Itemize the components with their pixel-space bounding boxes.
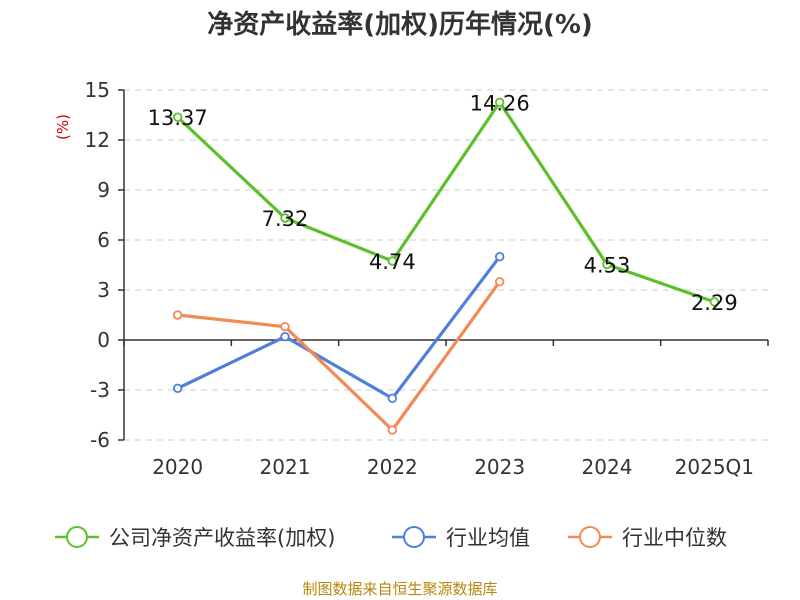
series-point: [387, 425, 398, 435]
series-layer: [172, 97, 720, 435]
data-label: 13.37: [148, 106, 208, 130]
data-label: 14.26: [470, 91, 530, 115]
series-point: [172, 310, 183, 320]
legend-label: 行业中位数: [622, 526, 727, 550]
series-point: [280, 331, 290, 342]
legend-label: 公司净资产收益率(加权): [109, 526, 335, 550]
series-line: [176, 280, 502, 432]
legend-label: 行业均值: [446, 526, 530, 550]
data-label: 2.29: [691, 291, 738, 315]
source-note: 制图数据来自恒生聚源数据库: [302, 580, 497, 598]
data-label: 4.74: [369, 250, 416, 274]
series-point: [387, 393, 398, 404]
y-tick-label: 0: [97, 328, 110, 352]
series-point: [280, 213, 290, 223]
legend-marker: [66, 526, 88, 548]
series-point: [172, 112, 183, 122]
y-tick-label: -3: [90, 378, 110, 402]
x-tick-label: 2023: [474, 455, 525, 479]
x-tick-label: 2024: [582, 455, 633, 479]
data-label-layer: 13.37 7.32 4.74 14.26 4.53 2.29: [148, 91, 738, 315]
series-point: [387, 256, 398, 266]
series-point: [602, 259, 612, 270]
data-label: 7.32: [262, 207, 309, 231]
x-tick-label: 2025Q1: [675, 455, 754, 479]
legend-marker: [403, 526, 425, 548]
x-tick-label: 2020: [152, 455, 203, 479]
y-tick-label: 9: [97, 178, 110, 202]
y-tick-label: -6: [90, 428, 110, 452]
series-line: [176, 255, 502, 400]
y-tick-label: 15: [85, 78, 110, 102]
y-tick-label: 3: [97, 278, 110, 302]
grid-layer: [124, 89, 768, 441]
x-tick-label: 2021: [260, 455, 311, 479]
legend: 公司净资产收益率(加权) 行业均值 行业中位数: [55, 526, 727, 550]
data-label: 4.53: [584, 254, 631, 278]
series-point: [494, 251, 505, 262]
series-line: [176, 100, 716, 304]
y-tick-label: 6: [97, 228, 110, 252]
legend-marker: [579, 526, 601, 548]
series-point: [494, 97, 505, 108]
series-point: [494, 276, 505, 287]
x-tick-label: 2022: [367, 455, 418, 479]
axis-layer: 15 12 9 6 3 0 -3 -6 2020 2021 2022 2023 2024 2025Q1: [85, 78, 769, 479]
series-point: [280, 321, 290, 332]
y-tick-label: 12: [85, 128, 110, 152]
y-axis-unit-label: (%): [54, 114, 72, 140]
chart-title: 净资产收益率(加权)历年情况(%): [207, 9, 593, 40]
series-point: [709, 297, 720, 307]
series-point: [172, 383, 183, 394]
